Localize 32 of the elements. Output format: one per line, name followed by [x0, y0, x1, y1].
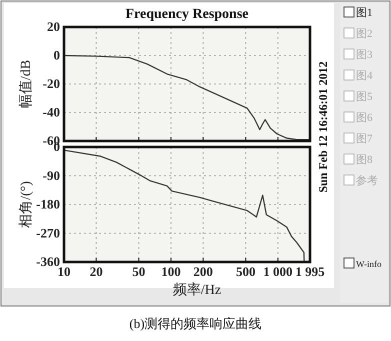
text: 参考	[356, 174, 378, 187]
x-tick-label: 100	[161, 264, 181, 279]
x-tick-label: 20	[90, 264, 103, 279]
x-tick-label: 500	[236, 264, 256, 279]
text: W-info	[356, 259, 382, 269]
y-axis-title: 幅值/dB	[18, 60, 34, 108]
caption: 图6	[356, 112, 373, 124]
caption: 图4	[356, 70, 373, 82]
x-tick-label: 1 995	[295, 264, 326, 279]
chart-title: Frequency Response	[125, 7, 249, 22]
y-tick-label: -40	[42, 104, 60, 120]
x-axis-title: 频率/Hz	[172, 282, 222, 298]
caption: 图8	[356, 154, 373, 166]
y-tick-label: -360	[36, 254, 60, 269]
caption: 图7	[356, 133, 373, 145]
y-tick-label: -180	[36, 196, 60, 212]
x-tick-label: 10	[58, 264, 70, 279]
x-tick-label: 1 000	[263, 264, 293, 279]
text: (b)测得的频率响应曲线	[129, 316, 262, 331]
y-tick-label: -20	[42, 76, 60, 91]
y-tick-label: -90	[42, 168, 60, 183]
y-tick-label: 0	[54, 48, 60, 62]
y-axis-title: 相角/(°)	[18, 180, 34, 228]
x-tick-label: 50	[132, 264, 146, 279]
caption: 图2	[356, 28, 372, 40]
caption: 图1	[356, 7, 372, 19]
y-tick-label: -270	[36, 225, 60, 240]
caption: 图3	[356, 49, 373, 61]
text: Sun Feb 12 16:46:01 2012	[316, 61, 330, 193]
x-tick-label: 200	[193, 264, 213, 279]
caption: 图5	[356, 91, 373, 103]
y-tick-label: 20	[47, 19, 60, 34]
